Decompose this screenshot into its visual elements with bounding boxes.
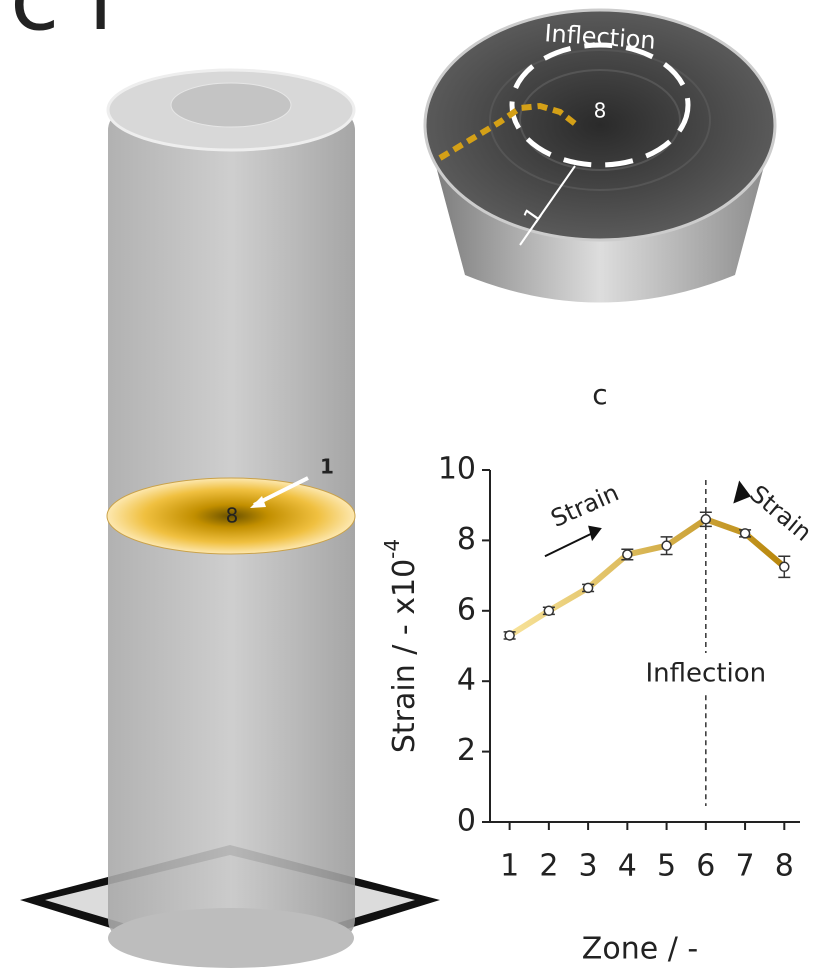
cylinder-label: 1: [320, 455, 334, 479]
y-axis-label: Strain / - x10-4: [380, 539, 422, 753]
y-tick-label: 6: [457, 592, 476, 627]
x-tick-label: 4: [618, 849, 637, 884]
figure: c i 1 8 8 1 Inflection c Zone / - Strain…: [0, 0, 835, 977]
cylinder-label: 8: [226, 504, 239, 528]
y-tick-label: 8: [457, 522, 476, 557]
annotation: Strain: [745, 480, 817, 547]
data-point: [741, 529, 750, 538]
y-tick-label: 0: [457, 804, 476, 839]
x-tick-label: 2: [539, 849, 558, 884]
annotation-arrow: [545, 533, 592, 556]
data-point: [544, 606, 553, 615]
data-point: [584, 583, 593, 592]
data-point: [505, 631, 514, 640]
annotation: Strain: [547, 478, 623, 533]
data-point: [623, 550, 632, 559]
y-tick-label: 10: [438, 452, 476, 487]
data-point: [701, 515, 710, 524]
chart-title: c: [592, 378, 607, 411]
annotation-arrow: [588, 526, 602, 541]
data-point: [780, 562, 789, 571]
x-tick-label: 7: [736, 849, 755, 884]
panel-label: c i: [10, 0, 113, 51]
x-tick-label: 1: [500, 849, 519, 884]
data-point: [662, 541, 671, 550]
disk-label: 8: [594, 99, 607, 123]
disk: 8 1 Inflection: [425, 10, 775, 303]
x-tick-label: 8: [775, 849, 794, 884]
y-label-superscript: -4: [380, 539, 404, 559]
x-tick-label: 5: [657, 849, 676, 884]
x-tick-label: 6: [696, 849, 715, 884]
x-axis-label: Zone / -: [582, 932, 698, 967]
y-tick-label: 2: [457, 733, 476, 768]
y-label-text: Strain / - x10: [387, 559, 422, 753]
cylinder: 1 8: [20, 70, 440, 968]
inflection-label: Inflection: [646, 659, 767, 689]
x-tick-label: 3: [579, 849, 598, 884]
y-tick-label: 4: [457, 663, 476, 698]
